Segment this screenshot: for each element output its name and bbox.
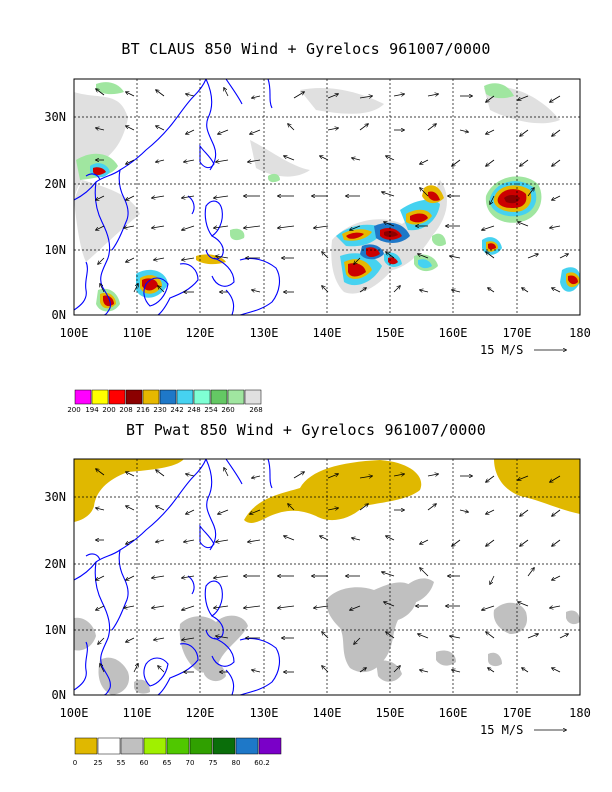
- tick-label: 180: [569, 706, 591, 720]
- svg-text:70: 70: [186, 759, 195, 767]
- top-map-frame: [73, 78, 581, 316]
- svg-text:65: 65: [163, 759, 172, 767]
- tick-label: 150E: [376, 326, 405, 340]
- tick-label: 100E: [60, 706, 89, 720]
- top-colorbar: [74, 389, 262, 405]
- bottom-vector-scale: 15 M/S: [480, 723, 566, 737]
- svg-text:60.2: 60.2: [254, 759, 270, 767]
- tick-label: 170E: [503, 706, 532, 720]
- svg-text:0: 0: [73, 759, 77, 767]
- scale-label: 15 M/S: [480, 723, 523, 737]
- bottom-x-axis: 100E 110E 120E 130E 140E 150E 160E 170E …: [60, 706, 591, 720]
- bottom-colorbar: [74, 737, 282, 755]
- svg-text:60: 60: [140, 759, 149, 767]
- svg-text:25: 25: [94, 759, 103, 767]
- svg-text:230: 230: [153, 406, 166, 414]
- tick-label: 20N: [44, 177, 66, 191]
- bottom-wind-vectors: [96, 468, 568, 672]
- svg-text:254: 254: [204, 406, 218, 414]
- tick-label: 100E: [60, 326, 89, 340]
- bottom-grid: [74, 459, 580, 695]
- tick-label: 140E: [313, 706, 342, 720]
- svg-text:260: 260: [221, 406, 234, 414]
- top-panel-title: BT CLAUS 850 Wind + Gyrelocs 961007/0000: [121, 40, 491, 58]
- tick-label: 30N: [44, 490, 66, 504]
- tick-label: 110E: [123, 326, 152, 340]
- top-wind-vectors: [96, 88, 568, 292]
- top-map: [73, 78, 581, 316]
- tick-label: 160E: [439, 326, 468, 340]
- tick-label: 30N: [44, 110, 66, 124]
- tick-label: 0N: [52, 688, 66, 702]
- svg-text:200: 200: [67, 406, 80, 414]
- bottom-map-frame: [73, 458, 581, 696]
- svg-text:55: 55: [117, 759, 126, 767]
- svg-text:242: 242: [170, 406, 183, 414]
- tick-label: 160E: [439, 706, 468, 720]
- svg-text:208: 208: [119, 406, 132, 414]
- svg-text:268: 268: [249, 406, 262, 414]
- tick-label: 170E: [503, 326, 532, 340]
- tick-label: 150E: [376, 706, 405, 720]
- svg-text:248: 248: [187, 406, 200, 414]
- svg-text:194: 194: [85, 406, 99, 414]
- top-grid: [74, 79, 580, 315]
- tick-label: 110E: [123, 706, 152, 720]
- svg-text:216: 216: [136, 406, 150, 414]
- tick-label: 130E: [250, 706, 279, 720]
- tick-label: 120E: [186, 326, 215, 340]
- top-colorbar-labels: 200 194 200 208 216 230 242 248 254 260 …: [67, 406, 262, 414]
- tick-label: 10N: [44, 623, 66, 637]
- tick-label: 180: [569, 326, 591, 340]
- svg-text:80: 80: [232, 759, 241, 767]
- tick-label: 10N: [44, 243, 66, 257]
- scale-label: 15 M/S: [480, 343, 523, 357]
- bottom-y-axis: 0N 10N 20N 30N: [44, 490, 66, 702]
- top-y-axis: 0N 10N 20N 30N: [44, 110, 66, 322]
- svg-text:200: 200: [102, 406, 115, 414]
- bottom-colorbar-labels: 0 25 55 60 65 70 75 80 60.2: [73, 759, 270, 767]
- top-cloud-field: [74, 82, 580, 312]
- tick-label: 130E: [250, 326, 279, 340]
- svg-text:75: 75: [209, 759, 218, 767]
- tick-label: 140E: [313, 326, 342, 340]
- tick-label: 0N: [52, 308, 66, 322]
- bottom-panel-title: BT Pwat 850 Wind + Gyrelocs 961007/0000: [126, 421, 486, 439]
- top-vector-scale: 15 M/S: [480, 343, 566, 357]
- bottom-map: [73, 458, 581, 696]
- tick-label: 20N: [44, 557, 66, 571]
- tick-label: 120E: [186, 706, 215, 720]
- top-x-axis: 100E 110E 120E 130E 140E 150E 160E 170E …: [60, 326, 591, 340]
